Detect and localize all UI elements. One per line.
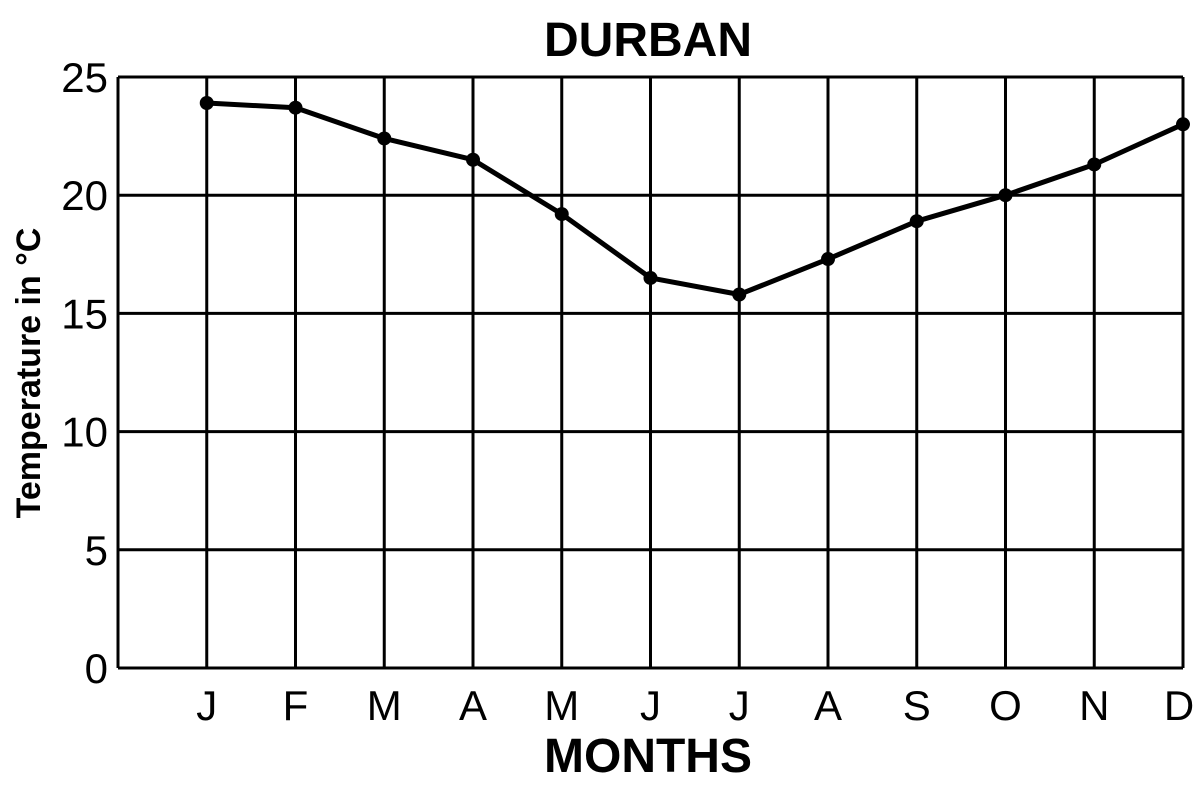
data-point xyxy=(199,96,214,111)
data-point xyxy=(1087,157,1102,172)
x-tick-label: O xyxy=(989,682,1022,729)
y-tick-label: 5 xyxy=(85,527,108,574)
data-point xyxy=(643,270,658,285)
y-tick-label: 10 xyxy=(61,409,108,456)
x-tick-label: J xyxy=(196,682,217,729)
x-tick-label: J xyxy=(640,682,661,729)
data-point xyxy=(554,207,569,222)
chart-title: DURBAN xyxy=(544,14,752,67)
x-tick-label: M xyxy=(544,682,579,729)
data-point xyxy=(821,252,835,267)
x-tick-label: S xyxy=(903,682,931,729)
y-axis-label: Temperature in °C xyxy=(10,228,48,519)
x-tick-label: N xyxy=(1079,682,1109,729)
data-point xyxy=(732,287,747,302)
y-tick-label: 15 xyxy=(61,290,108,337)
data-point xyxy=(909,214,924,229)
x-tick-label: J xyxy=(729,682,750,729)
x-axis-label: MONTHS xyxy=(544,730,752,783)
x-tick-label: A xyxy=(459,682,487,729)
x-tick-label: F xyxy=(283,682,309,729)
x-tick-label: D xyxy=(1164,682,1194,729)
y-tick-label: 20 xyxy=(61,172,108,219)
grid xyxy=(116,75,1185,670)
data-point xyxy=(288,100,303,115)
data-point xyxy=(1176,117,1190,132)
x-tick-label: A xyxy=(814,682,842,729)
series-temperature xyxy=(199,96,1190,302)
data-point xyxy=(466,152,480,167)
y-tick-label: 0 xyxy=(85,645,108,692)
series-line xyxy=(206,100,1185,297)
data-point xyxy=(377,131,392,146)
x-tick-label: M xyxy=(367,682,402,729)
y-tick-label: 25 xyxy=(61,54,108,101)
data-point xyxy=(998,188,1013,203)
y-axis-ticks: 0 5 10 15 20 25 xyxy=(61,54,108,692)
